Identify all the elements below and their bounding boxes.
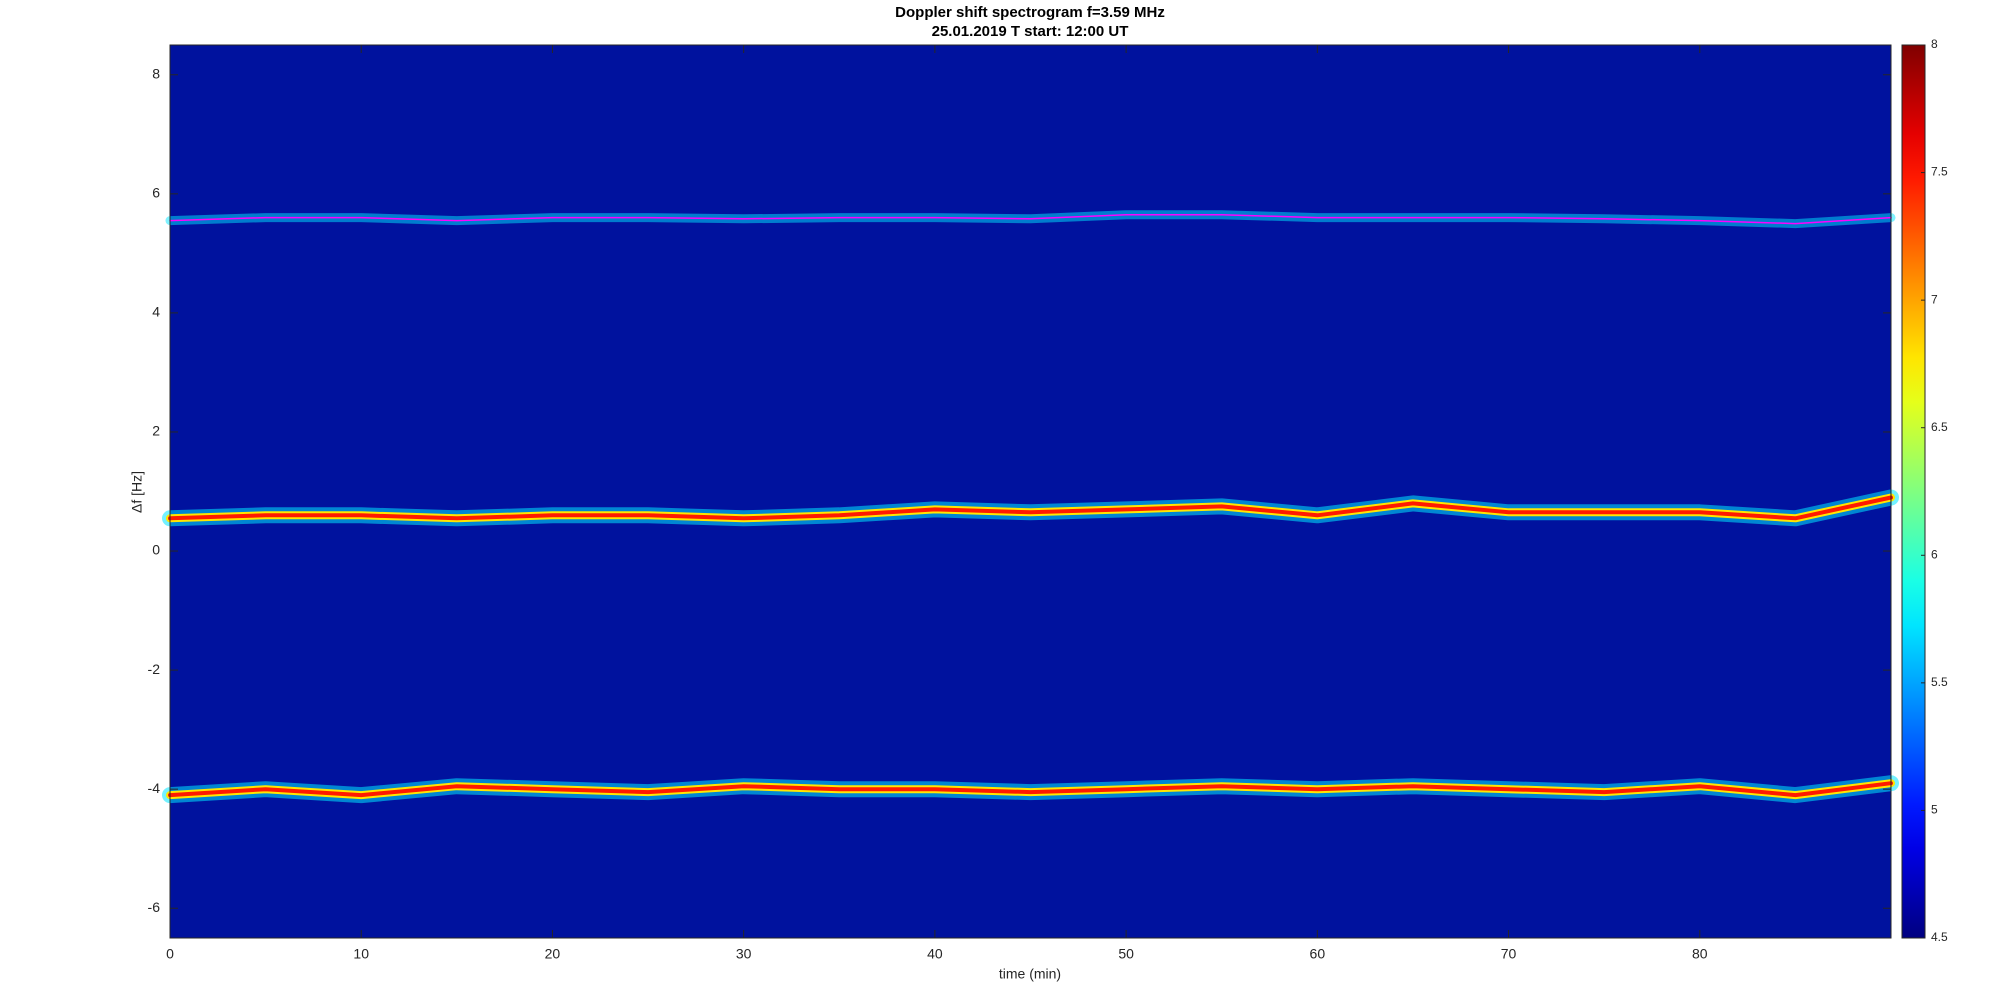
x-tick-label: 50 bbox=[1118, 946, 1134, 962]
colorbar-tick-label: 4.5 bbox=[1931, 930, 1948, 944]
y-tick-label: 4 bbox=[152, 304, 160, 320]
chart-subtitle: 25.01.2019 T start: 12:00 UT bbox=[932, 23, 1129, 40]
trace-line bbox=[169, 213, 1892, 225]
colorbar-tick-label: 7 bbox=[1931, 292, 1938, 306]
x-tick-label: 10 bbox=[353, 946, 369, 962]
y-tick-label: 8 bbox=[152, 65, 160, 81]
chart-title: Doppler shift spectrogram f=3.59 MHz bbox=[895, 4, 1165, 21]
colorbar bbox=[1901, 44, 1926, 939]
x-tick-label: 80 bbox=[1692, 946, 1708, 962]
y-tick-label: -4 bbox=[148, 780, 161, 796]
x-tick-label: 40 bbox=[927, 946, 943, 962]
y-tick-label: -2 bbox=[148, 661, 161, 677]
colorbar-tick-label: 5.5 bbox=[1931, 675, 1948, 689]
plot-background bbox=[170, 45, 1891, 938]
y-tick-label: -6 bbox=[148, 899, 161, 915]
x-tick-label: 30 bbox=[736, 946, 752, 962]
y-tick-label: 0 bbox=[152, 542, 160, 558]
colorbar-tick-label: 8 bbox=[1931, 37, 1938, 51]
y-tick-label: 2 bbox=[152, 423, 160, 439]
trace-line bbox=[168, 781, 1893, 798]
colorbar-tick-label: 6.5 bbox=[1931, 420, 1948, 434]
x-tick-label: 70 bbox=[1501, 946, 1517, 962]
trace-line bbox=[168, 495, 1893, 521]
x-tick-label: 60 bbox=[1310, 946, 1326, 962]
x-axis-label: time (min) bbox=[999, 966, 1061, 982]
x-tick-label: 20 bbox=[545, 946, 561, 962]
colorbar-tick-label: 7.5 bbox=[1931, 165, 1948, 179]
x-tick-label: 0 bbox=[166, 946, 174, 962]
y-tick-label: 6 bbox=[152, 185, 160, 201]
y-axis-label: Δf [Hz] bbox=[129, 471, 145, 513]
colorbar-tick-label: 6 bbox=[1931, 547, 1938, 561]
colorbar-tick-label: 5 bbox=[1931, 803, 1938, 817]
plot-frame bbox=[169, 44, 1892, 939]
